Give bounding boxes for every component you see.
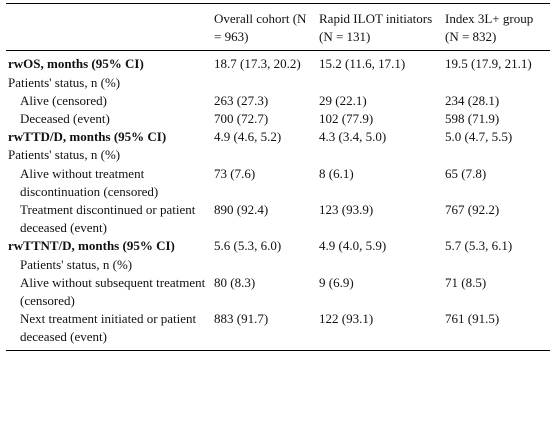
- table-cell: Deceased (event): [20, 111, 110, 127]
- table-row: Deceased (event) 700 (72.7) 102 (77.9) 598 …: [6, 110, 550, 128]
- table-row: rwTTD/D, months (95% CI) 4.9 (4.6, 5.2) 4.…: [6, 128, 550, 146]
- table-cell: 4.9 (4.6, 5.2): [214, 129, 282, 145]
- table-cell: 5.6 (5.3, 6.0): [214, 238, 282, 254]
- table-cell: 700 (72.7): [214, 111, 269, 127]
- table-cell: 102 (77.9): [319, 111, 374, 127]
- table-cell: Alive without subsequent treatment (cens…: [20, 274, 206, 309]
- empty-cell: [443, 256, 550, 274]
- table-cell: rwOS, months (95% CI): [8, 56, 144, 72]
- empty-cell: [317, 74, 443, 92]
- table-cell: 5.0 (4.7, 5.5): [445, 129, 513, 145]
- table-cell: rwTTNT/D, months (95% CI): [8, 238, 175, 254]
- table-cell: 18.7 (17.3, 20.2): [214, 56, 301, 72]
- table-cell: Treatment discontinued or patient deceas…: [20, 202, 196, 236]
- empty-cell: [212, 256, 317, 274]
- table-cell: rwTTD/D, months (95% CI): [8, 129, 167, 145]
- table-row: Alive without subsequent treatment (cens…: [6, 274, 550, 310]
- header-cell: Index 3L+ group (N = 832): [445, 11, 534, 45]
- empty-cell: [317, 256, 443, 274]
- header-cell: [6, 4, 212, 51]
- table-cell: Patients' status, n (%): [8, 74, 121, 90]
- table-cell: 890 (92.4): [214, 202, 269, 218]
- table-cell: 598 (71.9): [445, 111, 500, 127]
- table-cell: 263 (27.3): [214, 92, 269, 108]
- table-row: Alive without treatment discontinuation …: [6, 165, 550, 201]
- table-cell: 9 (6.9): [319, 274, 354, 290]
- table-cell: Alive without treatment discontinuation …: [20, 165, 159, 199]
- table-cell: 5.7 (5.3, 6.1): [445, 238, 513, 254]
- table-cell: 883 (91.7): [214, 311, 269, 327]
- table-row: rwTTNT/D, months (95% CI) 5.6 (5.3, 6.0) 4…: [6, 237, 550, 255]
- table-cell: 767 (92.2): [445, 202, 500, 218]
- table-row: Patients' status, n (%): [6, 146, 550, 164]
- header-cell: Overall cohort (N = 963): [214, 11, 307, 45]
- table-cell: Patients' status, n (%): [20, 256, 133, 272]
- table-cell: 15.2 (11.6, 17.1): [319, 56, 406, 72]
- table-cell: 234 (28.1): [445, 92, 500, 108]
- table-cell: 8 (6.1): [319, 165, 354, 181]
- empty-cell: [443, 74, 550, 92]
- table-cell: 4.9 (4.0, 5.9): [319, 238, 387, 254]
- table-cell: Next treatment initiated or patient dece…: [20, 311, 197, 345]
- table-cell: Alive (censored): [20, 92, 107, 108]
- empty-cell: [443, 146, 550, 164]
- table-cell: 122 (93.1): [319, 311, 374, 327]
- results-table: Overall cohort (N = 963) Rapid ILOT initi…: [6, 3, 550, 351]
- table-cell: 29 (22.1): [319, 92, 367, 108]
- header-row: Overall cohort (N = 963) Rapid ILOT initi…: [6, 3, 550, 51]
- table-cell: 80 (8.3): [214, 274, 256, 290]
- table-cell: 4.3 (3.4, 5.0): [319, 129, 387, 145]
- empty-cell: [212, 74, 317, 92]
- table-cell: 65 (7.8): [445, 165, 487, 181]
- table-row: Patients' status, n (%): [6, 256, 550, 274]
- empty-cell: [212, 146, 317, 164]
- table-cell: Patients' status, n (%): [8, 147, 121, 163]
- header-cell: Rapid ILOT initiators (N = 131): [319, 11, 433, 45]
- table-row: Patients' status, n (%): [6, 74, 550, 92]
- table-cell: 19.5 (17.9, 21.1): [445, 56, 532, 72]
- table-cell: 123 (93.9): [319, 202, 374, 218]
- table-cell: 71 (8.5): [445, 274, 487, 290]
- table-row: Treatment discontinued or patient deceas…: [6, 201, 550, 237]
- table-body: rwOS, months (95% CI) 18.7 (17.3, 20.2) 15…: [6, 51, 550, 351]
- table-cell: 761 (91.5): [445, 311, 500, 327]
- empty-cell: [317, 146, 443, 164]
- table-row: Alive (censored) 263 (27.3) 29 (22.1) 234 (…: [6, 92, 550, 110]
- table-row: Next treatment initiated or patient dece…: [6, 310, 550, 351]
- table-row: rwOS, months (95% CI) 18.7 (17.3, 20.2) 15…: [6, 51, 550, 74]
- table-cell: 73 (7.6): [214, 165, 256, 181]
